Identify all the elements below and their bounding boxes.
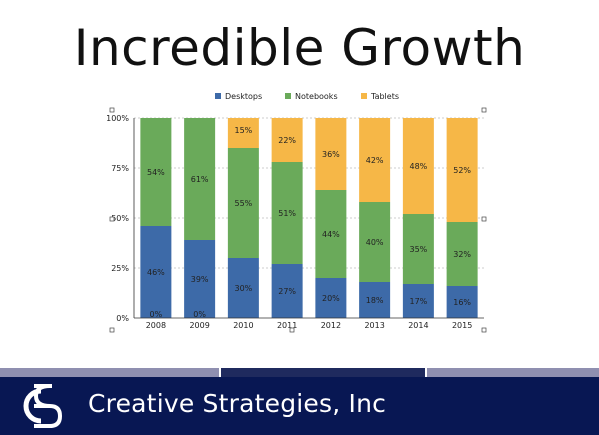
selection-handle [109, 107, 115, 113]
x-tick-label: 2014 [408, 321, 428, 330]
y-tick-label: 100% [106, 114, 129, 123]
bar-notebooks-2015 [446, 222, 478, 286]
legend-swatch-tablets [361, 93, 367, 99]
bar-notebooks-2010 [227, 148, 259, 258]
x-tick-label: 2013 [364, 321, 384, 330]
bar-tablets-2012 [315, 118, 347, 190]
data-label: 54% [147, 168, 165, 177]
chart-legend: Desktops Notebooks Tablets [215, 92, 399, 101]
data-label: 35% [409, 245, 427, 254]
data-label: 15% [234, 126, 252, 135]
data-label: 42% [366, 156, 384, 165]
selection-handle [289, 327, 295, 333]
bar-tablets-2013 [359, 118, 391, 202]
data-label: 32% [453, 250, 471, 259]
bar-desktops-2013 [359, 282, 391, 318]
data-label: 55% [234, 199, 252, 208]
bar-tablets-2015 [446, 118, 478, 222]
stripe-middle [221, 368, 425, 377]
legend-swatch-desktops [215, 93, 221, 99]
data-label: 46% [147, 268, 165, 277]
data-label: 30% [234, 284, 252, 293]
legend-label: Notebooks [295, 92, 338, 101]
x-tick-label: 2009 [189, 321, 209, 330]
bar-tablets-2011 [271, 118, 303, 162]
stripe-left [0, 368, 219, 377]
x-tick-label: 2011 [277, 321, 297, 330]
data-label: 44% [322, 230, 340, 239]
stripe-right [427, 368, 599, 377]
data-label: 48% [409, 162, 427, 171]
x-tick-label: 2008 [146, 321, 166, 330]
selection-handle [481, 216, 487, 222]
y-tick-label: 75% [111, 164, 129, 173]
data-label: 52% [453, 166, 471, 175]
data-label: 61% [191, 175, 209, 184]
bar-notebooks-2014 [402, 214, 434, 284]
data-label: 39% [191, 275, 209, 284]
data-label: 0% [150, 310, 163, 319]
data-label: 18% [366, 296, 384, 305]
bar-desktops-2012 [315, 278, 347, 318]
bar-desktops-2015 [446, 286, 478, 318]
bar-desktops-2011 [271, 264, 303, 318]
data-label: 16% [453, 298, 471, 307]
bar-notebooks-2009 [184, 118, 216, 240]
legend-label: Tablets [370, 92, 399, 101]
selection-handle [109, 327, 115, 333]
data-label: 36% [322, 150, 340, 159]
footer-stripes [0, 368, 599, 377]
bar-notebooks-2008 [140, 118, 172, 226]
data-label: 22% [278, 136, 296, 145]
selection-handle [109, 216, 115, 222]
data-label: 27% [278, 287, 296, 296]
data-label: 17% [409, 297, 427, 306]
x-tick-label: 2010 [233, 321, 253, 330]
legend-label: Desktops [225, 92, 262, 101]
y-tick-label: 25% [111, 264, 129, 273]
bar-tablets-2010 [227, 118, 259, 148]
selection-handle [481, 327, 487, 333]
bar-notebooks-2013 [359, 202, 391, 282]
x-tick-label: 2015 [452, 321, 472, 330]
x-tick-label: 2012 [321, 321, 341, 330]
data-label: 20% [322, 294, 340, 303]
selection-handle [481, 107, 487, 113]
stacked-bar-chart: 46% 54% 0% 39% 61% 0% 30% 55% 15% 27% 51% 22% 20% 44%… [106, 92, 487, 333]
bar-notebooks-2011 [271, 162, 303, 264]
data-label: 40% [366, 238, 384, 247]
bar-notebooks-2012 [315, 190, 347, 278]
bar-desktops-2010 [227, 258, 259, 318]
bar-desktops-2014 [402, 284, 434, 318]
data-label: 0% [193, 310, 206, 319]
selection-handles [109, 107, 487, 333]
company-name: Creative Strategies, Inc [88, 389, 387, 418]
y-tick-label: 50% [111, 214, 129, 223]
data-label: 51% [278, 209, 296, 218]
bar-desktops-2008 [140, 226, 172, 318]
chart-data-labels: 46% 54% 0% 39% 61% 0% 30% 55% 15% 27% 51% 22% 20% 44%… [147, 126, 471, 319]
chart-axes: 0% 25% 50% 75% 100% 2008 2009 2010 2011 2012 2013 2… [106, 114, 484, 330]
legend-swatch-notebooks [285, 93, 291, 99]
bar-desktops-2009 [184, 240, 216, 318]
slide-title: Incredible Growth [73, 19, 526, 77]
bar-tablets-2014 [402, 118, 434, 214]
chart-bars [140, 118, 478, 318]
company-logo [23, 384, 63, 428]
footer-bar: Creative Strategies, Inc [0, 377, 599, 435]
y-tick-label: 0% [116, 314, 129, 323]
